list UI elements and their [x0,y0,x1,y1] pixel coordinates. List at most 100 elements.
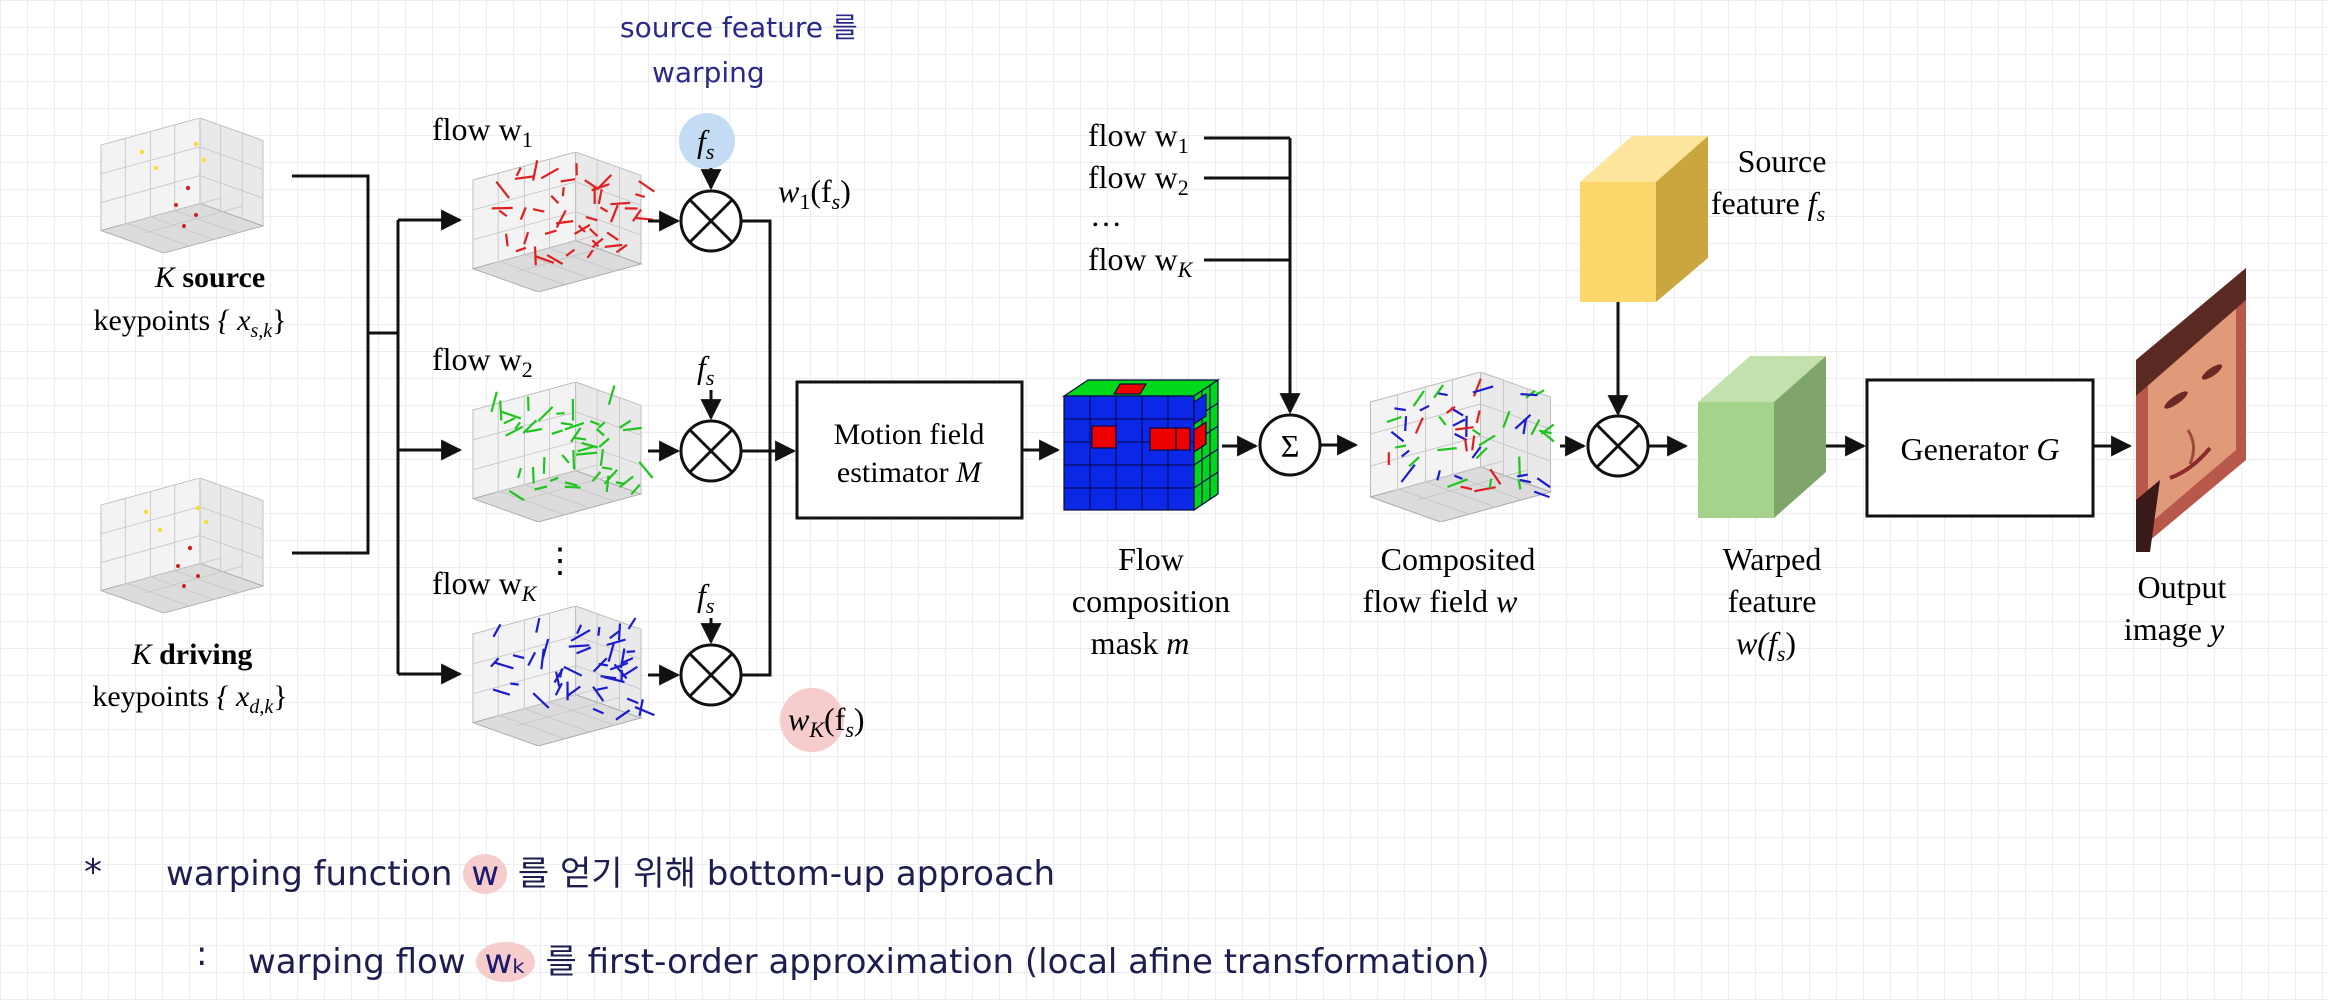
flow-arrow-mark [1522,418,1527,435]
source-keypoints-plot [100,118,264,253]
flow-arrow-mark [535,617,541,633]
flow-arrow-mark [1437,392,1448,397]
svg-text:Generator G: Generator G [1900,431,2059,467]
flow-arrow-mark [556,412,565,415]
flow-arrow-mark [609,630,620,640]
flow-arrow-mark [1401,449,1410,458]
flow-arrow-mark [554,682,563,696]
multiply-node-2 [679,419,743,483]
flow-arrow-mark [1408,456,1420,468]
flow-arrow-mark [522,419,538,434]
flow-arrow-mark [601,466,613,471]
flow-arrow-mark [592,685,605,702]
flow-arrow-mark [1502,410,1511,428]
flow-arrow-mark [635,216,654,221]
flow-arrow-mark [1472,385,1494,394]
flow-arrow-mark [1436,470,1441,481]
flow-arrow-mark [599,448,605,467]
flow-composition-mask-label: Flow composition mask m [1072,541,1238,661]
flow-arrow-mark [1536,477,1551,489]
flow-arrow-mark [1433,384,1444,399]
flow-arrow-mark [563,665,583,677]
flow-arrow-mark [1517,478,1522,490]
flow-arrow-mark [525,427,543,433]
flow-arrow-mark [620,665,638,678]
flow-arrow-mark [533,246,537,266]
flow-arrow-mark [597,626,601,636]
flow-arrow-mark [1394,444,1407,449]
flow-arrow-mark [589,228,599,237]
flow-arrow-mark [535,255,555,264]
flow-arrow-mark [606,638,626,647]
source-feature-label: Source feature fs [1711,143,1835,226]
source-keypoints-subtitle: keypoints { xs,k} [93,304,286,342]
flow-arrow-mark [565,248,576,257]
flow-arrow-mark [607,643,615,662]
flow-arrow-mark [603,469,619,485]
collector-lines [741,219,797,677]
flow-arrow-mark [540,167,559,180]
flow-arrow-mark [1471,435,1476,451]
flow-arrow-mark [609,204,619,223]
sum-input-1-label: flow w1 [1088,117,1189,158]
fs-label-k: fs [697,577,714,618]
flow-arrow-mark [1437,447,1457,452]
flow-arrow-mark [1514,413,1532,430]
flow-arrow-mark [1394,407,1406,412]
fs-highlight [679,113,735,169]
flow-arrow-mark [1520,393,1538,397]
flow-arrow-mark [495,181,510,199]
flow-arrow-mark [544,229,557,235]
keypoint-merge-lines [292,174,463,685]
flow-arrow-mark [1530,418,1541,436]
flow-arrow-mark [626,650,636,653]
flow-arrow-mark [490,657,500,668]
multiply-node-1 [679,189,743,253]
wk-fs-label: wK(fs) [788,701,865,742]
flow-arrow-mark [1412,390,1425,407]
flow-arrow-mark [638,180,655,193]
flow-arrow-mark [537,406,554,422]
generator-box: Generator G [1865,378,2095,518]
flow-arrow-mark [500,410,522,420]
flow-arrow-mark [1533,490,1550,499]
sum-input-dots: … [1090,197,1122,233]
flow-arrow-mark [1445,405,1456,414]
composition-mask-cube [1062,378,1220,512]
note-top-line2: warping [652,56,765,89]
flow-arrow-mark [517,467,522,479]
source-feature-cube [1580,136,1708,302]
flow-arrow-mark [574,436,587,441]
flow-arrow-mark [1455,426,1474,431]
flow-arrow-mark [523,231,530,245]
flow-arrow-mark [499,400,503,421]
flow-arrow-mark [570,427,582,443]
flow-arrow-mark [551,429,563,435]
flow-arrow-mark [1414,417,1424,434]
flow-arrow-mark [589,420,600,426]
flow-2-plot [472,382,654,522]
flow-arrow-mark [607,385,616,406]
flow-arrow-mark [1478,434,1496,447]
flow-arrow-mark [591,237,604,249]
flow-1-label: flow w1 [432,111,533,152]
composited-flow-plot [1369,372,1555,522]
flow-arrow-mark [555,220,574,225]
motion-field-estimator-box: Motion field estimator M [795,380,1024,520]
flow-arrow-mark [534,485,548,491]
sum-input-k-label: flow wK [1088,241,1194,282]
flow-arrow-mark [591,471,602,483]
flow-arrow-mark [1452,418,1466,427]
flow-arrow-mark [1390,430,1405,443]
fs-label-2: fs [697,349,714,390]
flow-arrow-mark [494,661,514,670]
flow-arrow-mark [592,707,604,715]
flow-arrow-mark [564,485,581,489]
flow-arrow-mark [585,215,598,222]
flow-arrow-mark [1454,474,1463,480]
flow-arrow-mark [559,668,563,678]
flow-arrow-mark [630,483,641,496]
flow-arrow-mark [564,421,585,431]
flow-arrow-mark [527,651,537,667]
flow-arrow-mark [606,231,619,241]
